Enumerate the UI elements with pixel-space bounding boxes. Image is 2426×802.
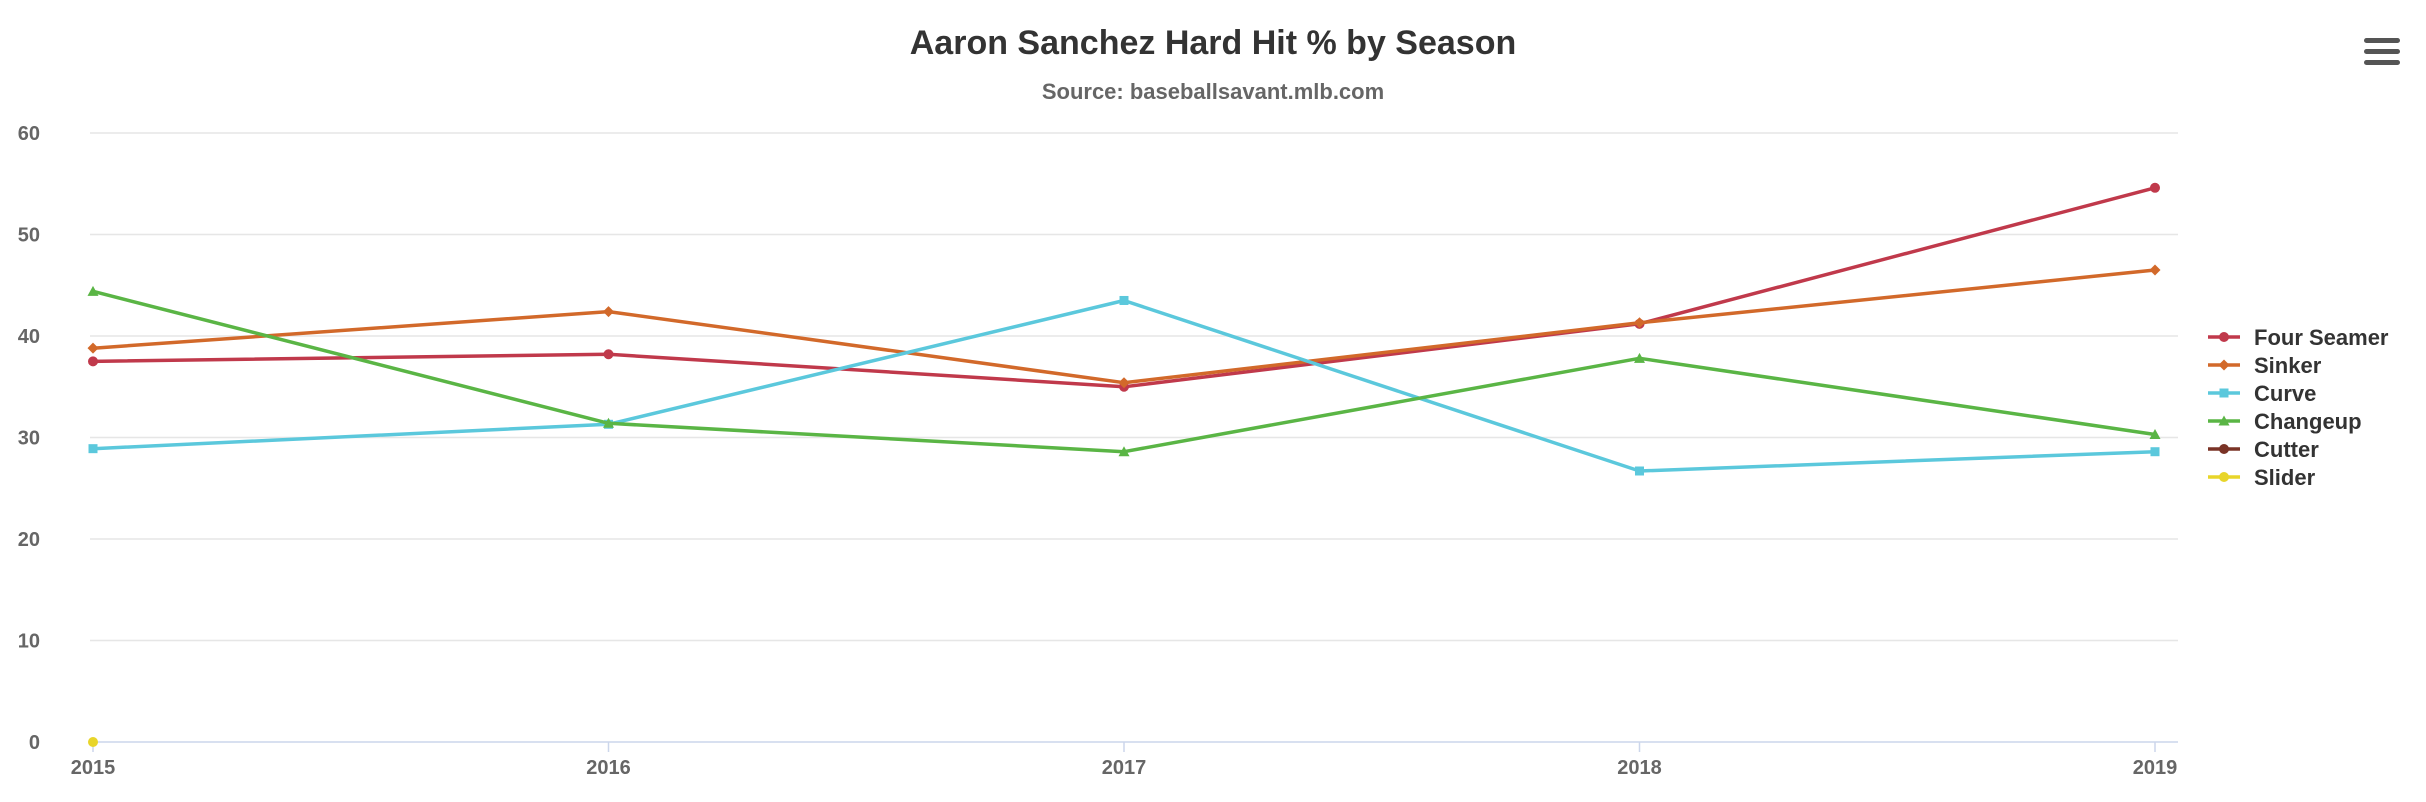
y-tick-label: 50	[18, 225, 40, 247]
series-line-sinker	[92, 268, 2156, 385]
data-point-sinker	[1634, 317, 1645, 329]
data-point-changeup	[603, 417, 614, 428]
x-tick-label: 2015	[71, 757, 116, 779]
legend-marker	[2219, 388, 2229, 398]
legend-label: Slider	[2254, 465, 2316, 490]
legend-label: Changeup	[2254, 409, 2362, 434]
series-sinker	[87, 264, 2161, 389]
data-point-sinker	[603, 306, 614, 318]
y-tick-label: 60	[18, 123, 40, 145]
series-changeup	[87, 285, 2161, 457]
chart-title: Aaron Sanchez Hard Hit % by Season	[910, 24, 1517, 62]
data-point-curve	[2150, 447, 2160, 457]
legend-marker	[2219, 332, 2229, 342]
data-point-sinker	[87, 342, 99, 354]
legend-label: Four Seamer	[2254, 325, 2389, 350]
series-line-four-seamer	[92, 186, 2156, 389]
data-point-curve	[1635, 466, 1644, 476]
x-tick-label: 2019	[2133, 757, 2178, 779]
series-slider	[88, 737, 98, 747]
data-point-curve	[1119, 295, 1129, 305]
legend-label: Sinker	[2254, 353, 2322, 378]
grid-lines	[90, 132, 2178, 743]
data-point-changeup	[1634, 352, 1645, 363]
chart-subtitle: Source: baseballsavant.mlb.com	[1042, 79, 1384, 104]
y-tick-label: 40	[18, 326, 40, 348]
data-point-sinker	[1118, 377, 1130, 389]
series-four-seamer	[88, 182, 2160, 392]
legend-label: Curve	[2254, 381, 2316, 406]
y-tick-label: 30	[18, 428, 40, 450]
data-point-changeup	[1118, 446, 1130, 457]
legend-item-curve[interactable]: Curve	[2208, 381, 2316, 406]
legend-item-changeup[interactable]: Changeup	[2208, 409, 2362, 434]
legend-item-cutter[interactable]: Cutter	[2208, 437, 2319, 462]
data-point-four-seamer	[88, 356, 98, 367]
legend-marker	[2219, 472, 2229, 482]
data-point-sinker	[2149, 264, 2161, 276]
data-point-changeup	[2149, 428, 2161, 439]
x-tick-label: 2018	[1617, 757, 1662, 779]
y-tick-label: 20	[18, 529, 40, 551]
legend-marker	[2218, 415, 2230, 426]
legend-marker	[2218, 359, 2230, 371]
data-point-slider	[88, 737, 98, 747]
data-point-changeup	[87, 285, 99, 296]
series-line-changeup	[92, 289, 2156, 454]
legend: Four Seamer Sinker Curve Changeup Cutter Slid…	[2208, 325, 2389, 490]
x-axis: 2015 2016 2017 2018 2019	[71, 742, 2178, 779]
y-axis: 0 10 20 30 40 50 60	[18, 123, 40, 754]
legend-label: Cutter	[2254, 437, 2319, 462]
legend-item-sinker[interactable]: Sinker	[2208, 353, 2322, 378]
x-tick-label: 2017	[1102, 757, 1147, 779]
chart-menu-button[interactable]	[2360, 34, 2404, 70]
x-tick-label: 2016	[586, 757, 631, 779]
data-point-four-seamer	[603, 349, 614, 360]
hamburger-menu-icon	[2364, 38, 2400, 65]
data-point-four-seamer	[2150, 182, 2160, 193]
legend-item-slider[interactable]: Slider	[2208, 465, 2316, 490]
legend-marker	[2219, 444, 2229, 454]
y-tick-label: 10	[18, 631, 40, 653]
legend-item-four-seamer[interactable]: Four Seamer	[2208, 325, 2389, 350]
data-point-curve	[88, 444, 98, 454]
series-layer	[87, 182, 2161, 747]
y-tick-label: 0	[29, 732, 40, 754]
